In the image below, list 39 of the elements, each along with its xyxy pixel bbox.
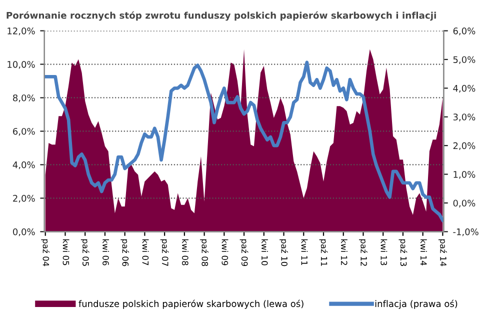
x-tick-label: kwi 10	[261, 239, 268, 266]
x-tick-label: paź 10	[280, 239, 288, 266]
y2-tick-label: 0,0%	[453, 200, 476, 208]
y-tick-label: 0,0%	[13, 228, 35, 236]
y-tick-label: 6,0%	[13, 128, 35, 136]
x-tick-label: paź 05	[80, 239, 90, 266]
y2-tick-label: 2,0%	[453, 142, 476, 150]
x-tick-label: kwi 06	[102, 239, 109, 266]
x-tick-label: kwi 09	[222, 239, 228, 266]
x-tick-label: paź 06	[120, 239, 130, 266]
x-tick-label: kwi 14	[420, 239, 427, 266]
x-tick-label: paź 08	[200, 239, 208, 266]
x-tick-label: paź 13	[398, 239, 408, 266]
y2-tick-label: 1,0%	[454, 170, 476, 179]
y-tick-label: 2,0%	[13, 194, 35, 203]
x-tick-label: kwi 13	[380, 239, 388, 266]
x-tick-label: paź 12	[359, 239, 368, 266]
y2-tick-label: -1,0%	[453, 228, 478, 236]
x-tick-label: paź 04	[41, 239, 50, 266]
y-tick-label: 8,0%	[13, 94, 35, 102]
x-tick-label: kwi 11	[301, 239, 308, 266]
chart-title: Porównanie rocznych stóp zwrotu funduszy polskich papierów skarbowych i inflacji	[6, 11, 436, 21]
x-tick-label: kwi 05	[62, 239, 70, 266]
y2-tick-label: 3,0%	[453, 114, 476, 122]
y2-tick-label: 4,0%	[453, 84, 476, 93]
y2-tick-label: 5,0%	[453, 56, 476, 64]
x-tick-label: paź 09	[240, 239, 248, 266]
x-tick-label: kwi 07	[142, 239, 149, 266]
legend-label: fundusze polskich papierów skarbowych (lewa oś)	[78, 300, 304, 309]
legend-label: inflacja (prawa oś)	[375, 300, 458, 309]
x-tick-label: paź 07	[160, 239, 169, 266]
x-tick-label: kwi 08	[182, 239, 188, 266]
x-tick-label: kwi 12	[341, 239, 348, 265]
y2-tick-label: 6,0%	[453, 28, 476, 36]
y-tick-label: 12,0%	[8, 28, 35, 36]
x-tick-label: paź 14	[438, 239, 447, 266]
y-tick-label: 4,0%	[12, 161, 35, 170]
x-tick-label: paź 11	[319, 239, 328, 266]
y-tick-label: 10,0%	[8, 60, 35, 69]
